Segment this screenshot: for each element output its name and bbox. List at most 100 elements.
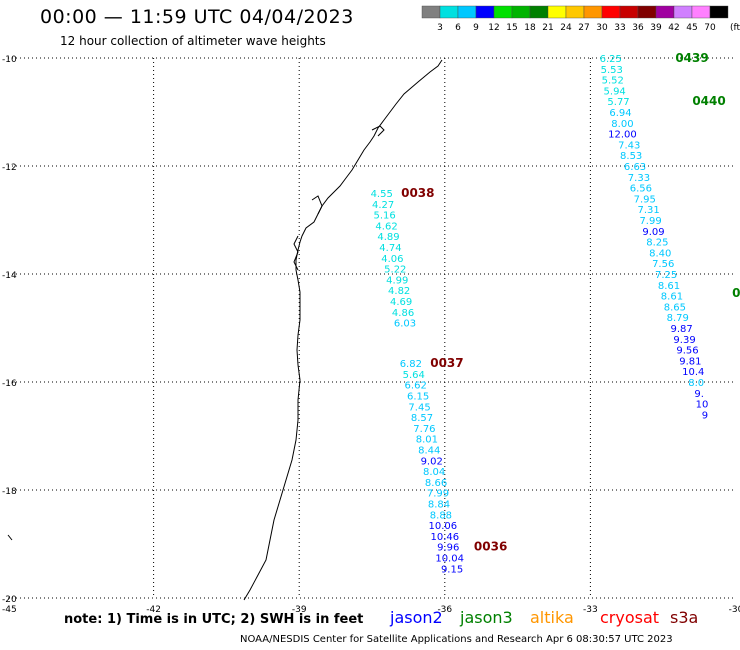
wave-height-value: 8.04 (423, 467, 445, 478)
scale-swatch (529, 5, 549, 19)
scale-label: 39 (650, 23, 662, 33)
scale-label: 42 (668, 23, 679, 33)
lon-label: -30 (729, 605, 740, 615)
scale-swatch (601, 5, 621, 19)
wave-height-value: 4.69 (390, 297, 412, 308)
lat-label: -10 (2, 55, 17, 65)
wave-height-value: 9.56 (676, 346, 698, 357)
lat-label: -16 (2, 379, 17, 389)
wave-height-value: 12.00 (608, 130, 637, 141)
wave-height-value: 5.94 (604, 86, 626, 97)
wave-height-value: 5.52 (602, 76, 624, 87)
pass-time-label: 0037 (430, 356, 463, 370)
wave-height-value: 4.55 (371, 189, 393, 200)
wave-height-value: 10.4 (682, 367, 704, 378)
wave-height-value: 6.56 (630, 184, 652, 195)
wave-height-value: 9.81 (679, 356, 701, 367)
wave-height-value: 9.02 (421, 456, 443, 467)
wave-height-value: 4.27 (372, 200, 394, 211)
wave-height-value: 4.06 (381, 254, 403, 265)
wave-height-value: 6.15 (407, 392, 429, 403)
scale-swatch (439, 5, 459, 19)
coastline-bay-detail (7, 125, 385, 541)
wave-height-value: 10 (696, 400, 709, 411)
satellite-jason2: jason2 (390, 608, 443, 627)
wave-height-value: 8.84 (428, 500, 450, 511)
wave-height-value: 4.89 (377, 232, 399, 243)
scale-label: 6 (455, 23, 461, 33)
scale-swatch (547, 5, 567, 19)
scale-swatch (619, 5, 639, 19)
scale-swatch (457, 5, 477, 19)
scale-label: 45 (686, 23, 697, 33)
scale-swatch (565, 5, 585, 19)
satellite-s3a: s3a (670, 608, 699, 627)
wave-height-value: 4.82 (388, 286, 410, 297)
wave-height-value: 5.16 (373, 211, 395, 222)
page-title: 00:00 — 11:59 UTC 04/04/2023 (40, 6, 354, 28)
wave-height-value: 5.64 (403, 370, 425, 381)
wave-height-value: 8.61 (658, 281, 680, 292)
satellite-jason3: jason3 (460, 608, 513, 627)
scale-label: 24 (560, 23, 572, 33)
wave-height-value: 5.22 (384, 265, 406, 276)
wave-height-value: 5.53 (601, 65, 623, 76)
scale-label: 3 (437, 23, 443, 33)
wave-height-value: 7.76 (413, 424, 435, 435)
scale-label: 36 (632, 23, 644, 33)
lon-label: -36 (437, 605, 452, 615)
pass-time-label: 0439 (675, 51, 708, 65)
page-subtitle: 12 hour collection of altimeter wave hei… (60, 34, 326, 48)
wave-height-value: 7.99 (639, 216, 661, 227)
wave-height-value: 5.77 (607, 97, 629, 108)
scale-label: 27 (578, 23, 589, 33)
pass-time-label: 0036 (474, 540, 507, 554)
scale-swatch (583, 5, 603, 19)
wave-height-value: 8.01 (416, 435, 438, 446)
wave-height-tracks: 6.255.535.525.945.776.948.0012.007.438.5… (371, 54, 709, 575)
scale-swatch (421, 5, 441, 19)
lon-label: -33 (583, 605, 598, 615)
wave-height-value: 8.66 (425, 478, 447, 489)
wave-height-value: 8.0 (688, 378, 704, 389)
wave-height-value: 9.09 (642, 227, 664, 238)
scale-label: 9 (473, 23, 479, 33)
scale-swatch (511, 5, 531, 19)
wave-height-value: 10.06 (429, 521, 458, 532)
wave-height-value: 6.25 (600, 54, 622, 65)
wave-height-value: 8.40 (649, 248, 671, 259)
scale-swatch (637, 5, 657, 19)
wave-height-value: 7.56 (652, 259, 674, 270)
wave-height-value: 8.65 (664, 302, 686, 313)
footer-credit: NOAA/NESDIS Center for Satellite Applica… (240, 634, 673, 645)
lon-label: -39 (292, 605, 307, 615)
scale-swatch (673, 5, 693, 19)
wave-height-value: 8.88 (430, 510, 452, 521)
wave-height-value: 4.86 (392, 308, 414, 319)
wave-height-value: 8.79 (667, 313, 689, 324)
scale-swatch (709, 5, 729, 19)
scale-label: 70 (704, 23, 716, 33)
lat-label: -18 (2, 487, 17, 497)
scale-unit: (ft) (730, 23, 740, 33)
scale-label: 33 (614, 23, 625, 33)
wave-height-value: 6.62 (405, 381, 427, 392)
scale-swatch (475, 5, 495, 19)
pass-time-label: 044 (732, 286, 740, 300)
wave-height-value: 8.00 (611, 119, 633, 130)
lat-label: -12 (2, 163, 17, 173)
wave-height-value: 8.25 (646, 238, 668, 249)
wave-height-value: 6.03 (394, 319, 416, 330)
wave-height-value: 8.57 (411, 413, 433, 424)
scale-label: 18 (524, 23, 536, 33)
wave-height-value: 9 (702, 410, 708, 421)
wave-height-value: 7.95 (634, 194, 656, 205)
wave-height-value: 9.96 (437, 543, 459, 554)
scale-swatch (493, 5, 513, 19)
lat-label: -14 (2, 271, 17, 281)
scale-label: 30 (596, 23, 608, 33)
scale-label: 15 (506, 23, 517, 33)
wave-height-value: 4.74 (379, 243, 401, 254)
wave-height-value: 9.15 (441, 564, 463, 575)
